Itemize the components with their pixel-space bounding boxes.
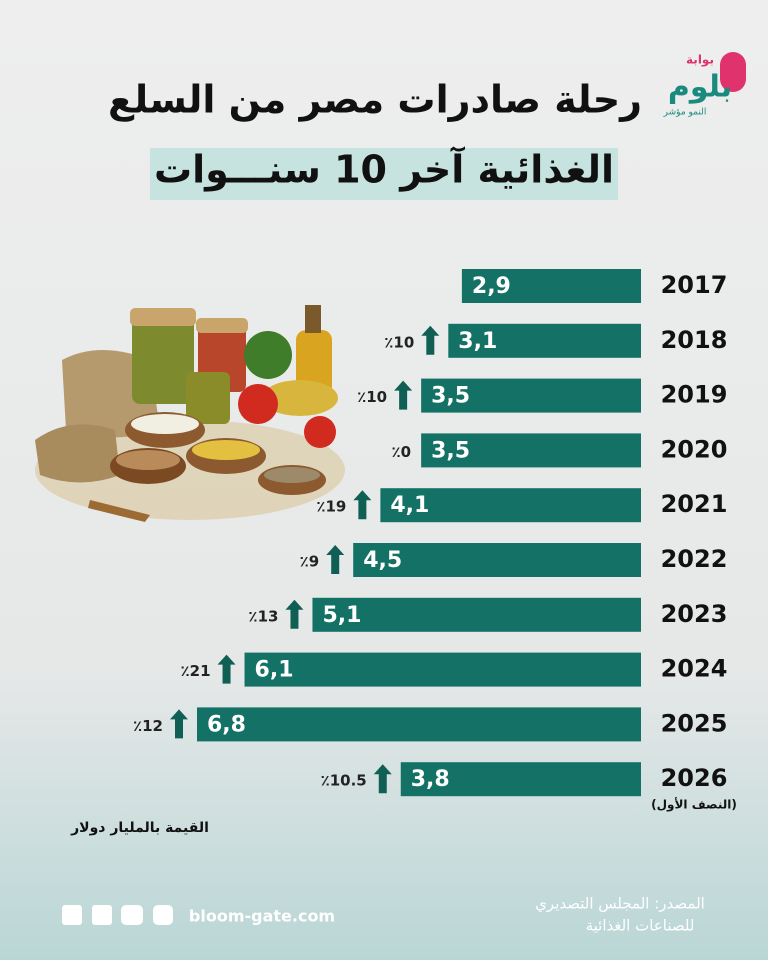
growth-label: ٪10 xyxy=(357,388,387,406)
unit-note: القيمة بالمليار دولار xyxy=(70,820,209,836)
source-line: المصدر: المجلس التصديري xyxy=(535,895,705,914)
value-label: 3,5 xyxy=(431,384,470,409)
food-illustration xyxy=(35,305,345,522)
bar xyxy=(197,707,641,742)
category-label: 2024 xyxy=(661,655,728,683)
growth-label: ٪13 xyxy=(248,607,278,625)
x-icon[interactable] xyxy=(92,905,112,925)
value-label: 3,5 xyxy=(431,438,470,463)
facebook-icon[interactable] xyxy=(62,905,82,925)
bar xyxy=(421,433,641,468)
value-label: 3,8 xyxy=(411,767,450,792)
instagram-icon[interactable] xyxy=(153,905,173,925)
growth-arrow xyxy=(421,325,440,355)
growth-label: ٪10.5 xyxy=(321,772,367,790)
growth-arrow xyxy=(285,599,304,629)
logo-mic xyxy=(720,52,746,92)
growth-arrow xyxy=(217,654,236,684)
category-label: 2025 xyxy=(661,709,728,737)
logo-tagline: النمو مؤشر xyxy=(663,108,707,118)
social-icons xyxy=(62,905,173,925)
category-label: 2026 xyxy=(661,764,728,792)
bar xyxy=(244,652,641,687)
bar xyxy=(380,488,641,523)
category-label: 2019 xyxy=(661,381,728,409)
bar xyxy=(353,543,641,577)
logo-text: بلوم xyxy=(668,70,732,105)
growth-arrow xyxy=(326,545,345,574)
category-label: 2020 xyxy=(661,435,728,463)
growth-label: ٪0 xyxy=(392,443,412,461)
value-label: 6,8 xyxy=(207,712,246,737)
growth-label: ٪19 xyxy=(316,498,346,516)
bar xyxy=(421,378,641,413)
growth-arrow xyxy=(353,490,372,520)
category-label: 2023 xyxy=(661,600,728,628)
category-note: (النصف الأول) xyxy=(651,797,737,813)
logo-top: بوابة xyxy=(686,53,714,68)
youtube-icon[interactable] xyxy=(121,905,143,925)
growth-label: ٪12 xyxy=(133,717,163,735)
growth-label: ٪10 xyxy=(384,333,414,351)
category-label: 2017 xyxy=(661,271,728,299)
value-label: 4,1 xyxy=(390,493,429,518)
website: bloom-gate.com xyxy=(189,907,335,926)
bar xyxy=(400,762,641,797)
chart-subtitle: الغذائية آخر 10 سنـــوات xyxy=(154,146,614,192)
category-label: 2022 xyxy=(661,545,728,573)
bar xyxy=(312,597,641,632)
value-label: 3,1 xyxy=(458,329,497,354)
value-label: 6,1 xyxy=(255,658,294,683)
source-line: للصناعات الغذائية xyxy=(586,917,695,935)
subtitle-highlight xyxy=(150,148,618,200)
growth-label: ٪21 xyxy=(181,662,211,680)
chart-title: رحلة صادرات مصر من السلع xyxy=(108,78,642,122)
value-label: 2,9 xyxy=(472,274,511,299)
category-label: 2021 xyxy=(661,490,728,518)
value-label: 5,1 xyxy=(322,603,361,628)
bar xyxy=(461,269,641,303)
bar xyxy=(448,323,641,358)
growth-arrow xyxy=(373,764,392,794)
value-label: 4,5 xyxy=(363,548,402,573)
growth-arrow xyxy=(394,380,413,410)
growth-label: ٪9 xyxy=(300,553,320,571)
growth-arrow xyxy=(170,709,188,739)
logo: بوابة بلوم النمو مؤشر xyxy=(663,52,746,118)
category-label: 2018 xyxy=(661,326,728,354)
